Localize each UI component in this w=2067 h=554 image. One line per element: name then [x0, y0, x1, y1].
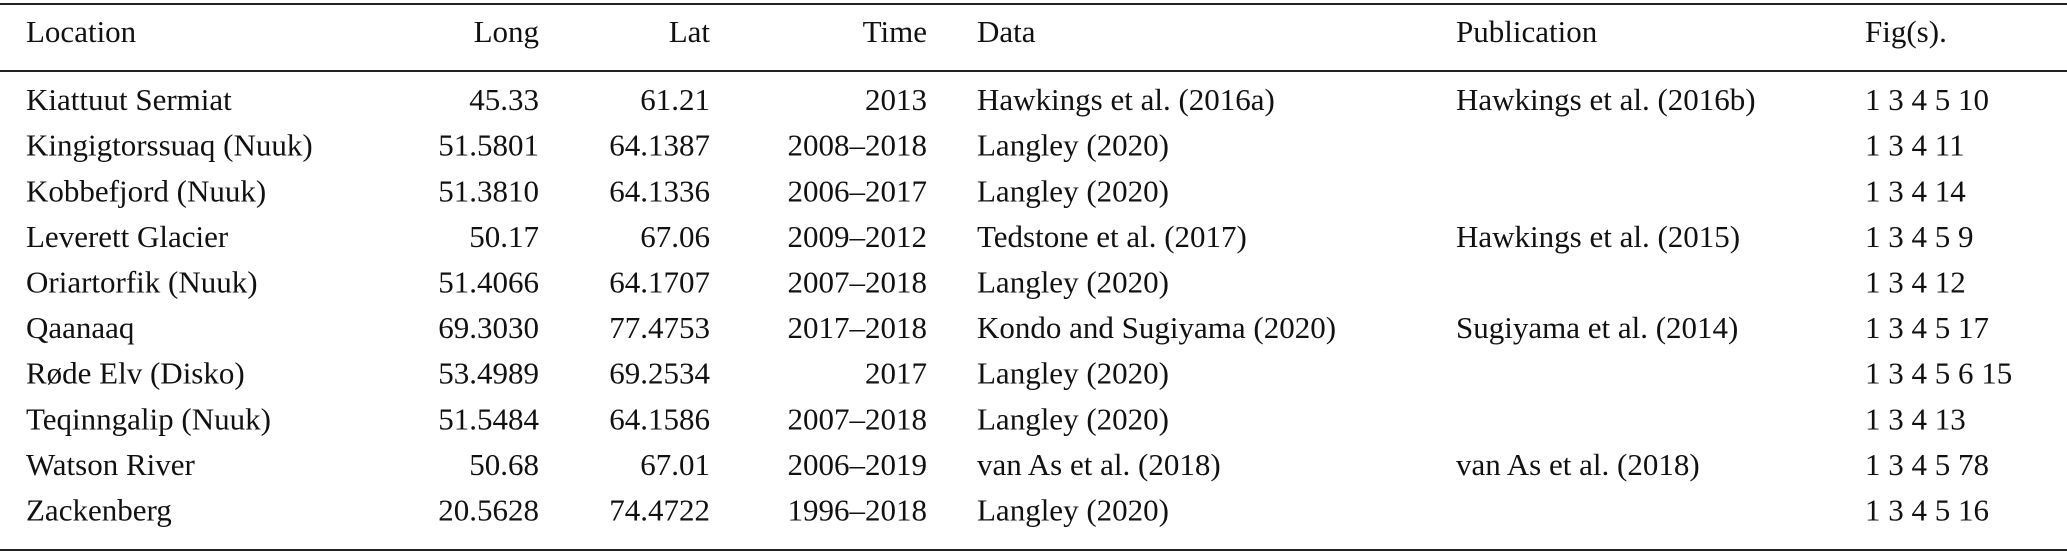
cell: Kingigtorssuaq (Nuuk)	[26, 128, 313, 163]
cell: 64.1387	[609, 128, 710, 163]
cell: Hawkings et al. (2016b)	[1456, 82, 1756, 117]
cell: Oriartorfik (Nuuk)	[26, 265, 258, 300]
header-cell: Time	[863, 14, 927, 49]
cell: 2007–2018	[788, 401, 928, 436]
cell: Qaanaaq	[26, 310, 134, 345]
cell: 1 3 4 5 17	[1865, 310, 1989, 345]
cell: 2006–2019	[788, 447, 928, 482]
cell: 2017	[865, 356, 927, 391]
cell: 1 3 4 5 16	[1865, 493, 1989, 528]
cell: Langley (2020)	[977, 173, 1169, 208]
cell: 50.68	[469, 447, 539, 482]
cell: van As et al. (2018)	[1456, 447, 1700, 482]
cell: Langley (2020)	[977, 265, 1169, 300]
cell: Leverett Glacier	[26, 219, 229, 254]
cell: 1 3 4 5 10	[1865, 82, 1989, 117]
cell: 1 3 4 5 78	[1865, 447, 1989, 482]
cell: van As et al. (2018)	[977, 447, 1221, 482]
cell: 2013	[865, 82, 927, 117]
cell: Zackenberg	[26, 493, 172, 528]
cell: Tedstone et al. (2017)	[977, 219, 1247, 254]
cell: 2008–2018	[788, 128, 928, 163]
cell: Langley (2020)	[977, 128, 1169, 163]
cell: 1 3 4 11	[1865, 128, 1965, 163]
cell: 69.2534	[609, 356, 710, 391]
cell: 50.17	[469, 219, 539, 254]
cell: 2009–2012	[788, 219, 928, 254]
cell: 67.01	[640, 447, 710, 482]
cell: 64.1336	[609, 173, 710, 208]
cell: Hawkings et al. (2016a)	[977, 82, 1275, 117]
header-cell: Fig(s).	[1865, 14, 1947, 49]
cell: 61.21	[640, 82, 710, 117]
cell: 1 3 4 12	[1865, 265, 1966, 300]
header-cell: Long	[474, 14, 539, 49]
cell: Røde Elv (Disko)	[26, 356, 245, 391]
cell: 64.1707	[609, 265, 710, 300]
cell: 51.3810	[438, 173, 539, 208]
cell: Langley (2020)	[977, 401, 1169, 436]
cell: 2017–2018	[788, 310, 928, 345]
cell: 45.33	[469, 82, 539, 117]
cell: 1996–2018	[788, 493, 928, 528]
cell: 64.1586	[609, 401, 710, 436]
cell: 51.4066	[438, 265, 539, 300]
cell: Kobbefjord (Nuuk)	[26, 173, 266, 208]
cell: Hawkings et al. (2015)	[1456, 219, 1740, 254]
cell: 1 3 4 13	[1865, 401, 1966, 436]
cell: Kondo and Sugiyama (2020)	[977, 310, 1336, 345]
cell: Langley (2020)	[977, 493, 1169, 528]
cell: 20.5628	[438, 493, 539, 528]
cell: 74.4722	[609, 493, 710, 528]
cell: 69.3030	[438, 310, 539, 345]
cell: Kiattuut Sermiat	[26, 82, 232, 117]
cell: Teqinngalip (Nuuk)	[26, 401, 271, 436]
cell: 2007–2018	[788, 265, 928, 300]
cell: Langley (2020)	[977, 356, 1169, 391]
cell: 1 3 4 14	[1865, 173, 1966, 208]
cell: 1 3 4 5 9	[1865, 219, 1974, 254]
header-cell: Publication	[1456, 14, 1598, 49]
cell: Sugiyama et al. (2014)	[1456, 310, 1738, 345]
cell: Watson River	[26, 447, 196, 482]
header-cell: Lat	[669, 14, 711, 49]
cell: 2006–2017	[788, 173, 928, 208]
cell: 1 3 4 5 6 15	[1865, 356, 2012, 391]
cell: 67.06	[640, 219, 710, 254]
cell: 77.4753	[609, 310, 710, 345]
cell: 51.5484	[438, 401, 539, 436]
cell: 51.5801	[438, 128, 539, 163]
header-cell: Data	[977, 14, 1036, 49]
header-cell: Location	[26, 14, 137, 49]
cell: 53.4989	[438, 356, 539, 391]
